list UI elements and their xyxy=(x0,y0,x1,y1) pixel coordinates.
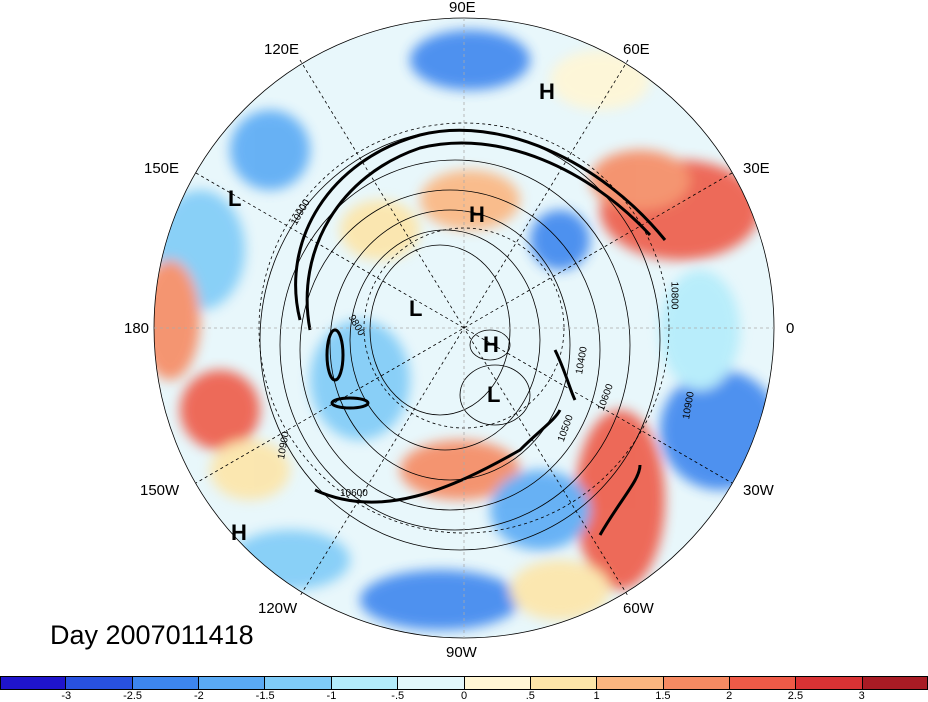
lon-label-120e: 120E xyxy=(264,41,300,58)
colorbar-swatch xyxy=(66,676,133,690)
lon-label-150w: 150W xyxy=(140,482,180,499)
day-title: Day 2007011418 xyxy=(50,620,254,650)
high-pressure-marker: H xyxy=(483,332,499,357)
colorbar-swatch xyxy=(265,676,332,690)
jet-contours xyxy=(294,128,667,536)
colorbar-tick-label: -1 xyxy=(326,690,337,702)
colorbar-swatch xyxy=(862,676,928,690)
colorbar-swatch xyxy=(0,676,67,690)
colorbar-swatch xyxy=(796,676,863,690)
colorbar-swatch xyxy=(530,676,598,690)
lon-label-90e: 90E xyxy=(449,0,476,16)
colorbar-swatch xyxy=(132,676,200,690)
high-pressure-marker: H xyxy=(231,520,247,545)
colorbar-swatch xyxy=(729,676,797,690)
colorbar-swatch xyxy=(199,676,266,690)
low-pressure-marker: L xyxy=(228,186,242,211)
lon-label-60w: 60W xyxy=(623,600,654,617)
colorbar-tick-label: -2.5 xyxy=(123,690,143,702)
low-pressure-marker: L xyxy=(409,296,423,321)
colorbar-swatch xyxy=(398,676,465,690)
colorbar-tick-label: -2 xyxy=(193,690,204,702)
lon-label-60e: 60E xyxy=(623,41,650,58)
lon-label-0: 0 xyxy=(786,320,795,337)
lon-label-90w: 90W xyxy=(446,644,477,661)
colorbar-tick-label: .5 xyxy=(525,690,535,702)
lon-label-30w: 30W xyxy=(743,482,774,499)
polar-map xyxy=(153,17,775,639)
lon-label-30e: 30E xyxy=(743,160,770,177)
colorbar xyxy=(0,676,928,690)
contour-label: 10600 xyxy=(340,488,368,499)
lon-label-180: 180 xyxy=(124,320,150,337)
high-pressure-marker: H xyxy=(539,79,555,104)
contour-label: 10800 xyxy=(668,281,680,310)
colorbar-tick-label: 3 xyxy=(858,690,865,702)
colorbar-tick-label: -3 xyxy=(61,690,72,702)
colorbar-tick-label: -1.5 xyxy=(255,690,275,702)
high-pressure-marker: H xyxy=(469,202,485,227)
low-pressure-marker: L xyxy=(487,382,501,407)
lon-label-150e: 150E xyxy=(144,160,180,177)
colorbar-tick-label: -.5 xyxy=(391,690,405,702)
colorbar-swatch xyxy=(464,676,531,690)
colorbar-swatch xyxy=(331,676,399,690)
lon-label-120w: 120W xyxy=(258,600,298,617)
colorbar-swatch xyxy=(597,676,664,690)
colorbar-frame xyxy=(0,676,928,690)
colorbar-tick-label: 0 xyxy=(460,690,468,702)
graticule xyxy=(153,17,775,639)
colorbar-tick-label: 1 xyxy=(593,690,600,702)
colorbar-tick-label: 1.5 xyxy=(655,690,671,702)
anomaly-field xyxy=(154,18,774,638)
colorbar-tick-label: 2 xyxy=(726,690,733,702)
colorbar-swatch xyxy=(663,676,730,690)
colorbar-tick-label: 2.5 xyxy=(787,690,804,702)
